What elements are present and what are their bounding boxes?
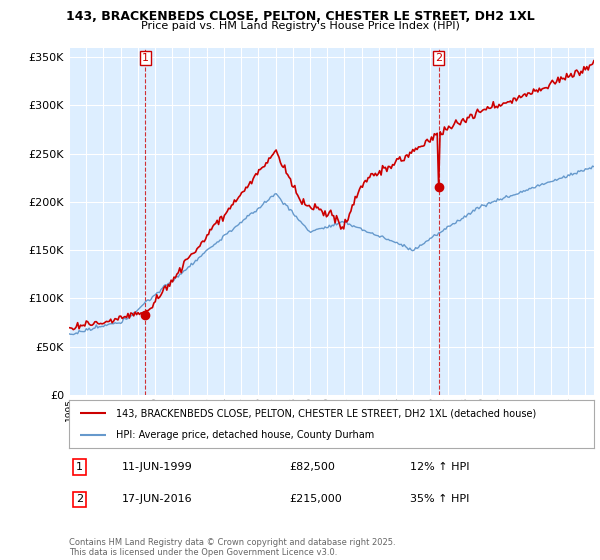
Text: 143, BRACKENBEDS CLOSE, PELTON, CHESTER LE STREET, DH2 1XL (detached house): 143, BRACKENBEDS CLOSE, PELTON, CHESTER … <box>116 408 536 418</box>
Text: 12% ↑ HPI: 12% ↑ HPI <box>410 462 470 472</box>
Text: 1: 1 <box>76 462 83 472</box>
Text: £215,000: £215,000 <box>290 494 342 505</box>
Text: 143, BRACKENBEDS CLOSE, PELTON, CHESTER LE STREET, DH2 1XL: 143, BRACKENBEDS CLOSE, PELTON, CHESTER … <box>65 10 535 23</box>
Text: Contains HM Land Registry data © Crown copyright and database right 2025.
This d: Contains HM Land Registry data © Crown c… <box>69 538 395 557</box>
Text: 11-JUN-1999: 11-JUN-1999 <box>121 462 192 472</box>
Text: HPI: Average price, detached house, County Durham: HPI: Average price, detached house, Coun… <box>116 430 374 440</box>
Text: 1: 1 <box>142 53 149 63</box>
Text: 2: 2 <box>435 53 442 63</box>
Text: 17-JUN-2016: 17-JUN-2016 <box>121 494 192 505</box>
Text: Price paid vs. HM Land Registry's House Price Index (HPI): Price paid vs. HM Land Registry's House … <box>140 21 460 31</box>
Text: 35% ↑ HPI: 35% ↑ HPI <box>410 494 470 505</box>
Text: £82,500: £82,500 <box>290 462 335 472</box>
Text: 2: 2 <box>76 494 83 505</box>
